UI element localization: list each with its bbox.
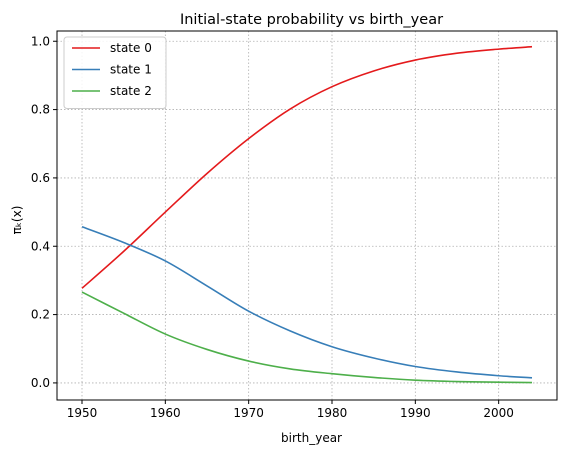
x-tick-label: 1980 <box>317 406 348 420</box>
x-tick-label: 1970 <box>233 406 264 420</box>
y-axis-label: πₖ(x) <box>10 206 24 235</box>
x-tick-label: 1950 <box>67 406 98 420</box>
y-tick-label: 0.2 <box>31 308 50 322</box>
x-tick-label: 2000 <box>483 406 514 420</box>
y-tick-label: 0.4 <box>31 239 50 253</box>
x-tick-label: 1960 <box>150 406 181 420</box>
legend: state 0 state 1 state 2 <box>63 36 167 109</box>
series-line-state-2 <box>81 291 533 384</box>
legend-label: state 1 <box>110 63 152 77</box>
legend-label: state 2 <box>110 84 152 98</box>
series-line-state-0 <box>81 45 533 289</box>
y-tick-label: 0.8 <box>31 103 50 117</box>
series-layer <box>81 45 533 384</box>
y-tick-label: 1.0 <box>31 34 50 48</box>
x-axis-label: birth_year <box>281 431 342 445</box>
plot-frame <box>56 30 558 401</box>
y-tick-label: 0.0 <box>31 376 50 390</box>
y-axis-ticks: 0.0 0.2 0.4 0.6 0.8 1.0 <box>31 34 57 390</box>
series-line-state-1 <box>81 226 533 379</box>
x-axis-ticks: 1950 1960 1970 1980 1990 2000 <box>67 400 514 420</box>
x-tick-label: 1990 <box>400 406 431 420</box>
legend-label: state 0 <box>110 41 152 55</box>
y-tick-label: 0.6 <box>31 171 50 185</box>
grid <box>57 31 557 400</box>
chart-title: Initial-state probability vs birth_year <box>180 12 443 28</box>
